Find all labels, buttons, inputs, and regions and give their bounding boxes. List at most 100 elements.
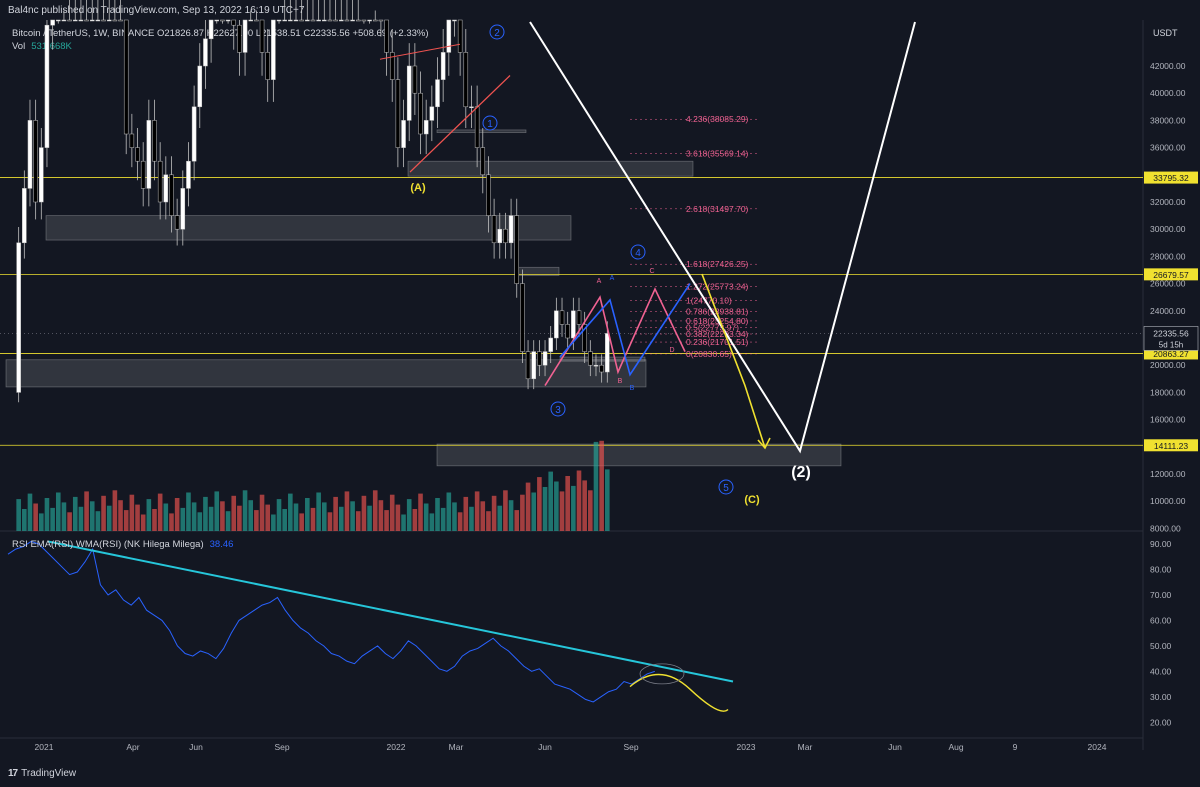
candle-body	[582, 324, 587, 352]
volume-bar	[350, 501, 355, 531]
price-tick-label: 24000.00	[1150, 306, 1186, 316]
candle-body	[242, 19, 248, 53]
candle-body	[435, 79, 440, 108]
pattern-point-label: B	[630, 385, 635, 392]
volume-bar	[33, 503, 38, 531]
arrow-head-icon	[757, 437, 771, 450]
volume-bar	[248, 500, 254, 531]
projection-line-yellow	[701, 273, 766, 449]
fib-level-label: 0.236(21701.51)	[686, 337, 749, 347]
last-price-label: 22335.56	[1153, 328, 1189, 338]
tradingview-footer[interactable]: 17 TradingView	[8, 768, 76, 779]
volume-bar	[259, 494, 265, 531]
volume-bar	[146, 499, 152, 531]
candle-body	[101, 19, 106, 22]
volume-bar	[140, 514, 146, 531]
tradingview-logo-icon: 17	[8, 768, 18, 779]
harmonic-pattern	[559, 283, 691, 377]
volume-bar	[299, 513, 304, 531]
volume-bar	[361, 495, 367, 531]
time-tick-label: 9	[1013, 742, 1018, 752]
fib-level-label: 3.618(35569.14)	[686, 148, 749, 158]
volume-bar	[322, 502, 327, 531]
volume-bar	[152, 509, 157, 531]
volume-bar	[242, 490, 248, 531]
volume-bar	[316, 492, 321, 531]
pattern-point-label: A	[610, 275, 615, 282]
volume-bar	[401, 514, 406, 531]
candle-body	[322, 19, 327, 22]
volume-bar	[27, 493, 33, 531]
pattern-point-label: C	[649, 268, 654, 275]
candle-body	[208, 19, 214, 40]
volume-bar	[338, 506, 344, 531]
volume-legend[interactable]: Vol 531.668K	[12, 41, 72, 52]
wave-label: (A)	[410, 182, 426, 194]
candle-body	[389, 52, 395, 80]
rsi-tick-label: 30.00	[1150, 692, 1172, 702]
candle-body	[356, 19, 361, 22]
time-tick-label: Mar	[798, 742, 813, 752]
candle-body	[237, 24, 242, 53]
candle-body	[480, 147, 486, 176]
volume-bar	[16, 499, 21, 531]
candle-body	[146, 120, 152, 189]
candle-body	[593, 364, 599, 367]
candle-body	[180, 188, 186, 230]
rsi-trendline	[47, 540, 734, 683]
price-tick-label: 30000.00	[1150, 224, 1186, 234]
volume-bar	[554, 481, 559, 531]
candle-body	[67, 19, 72, 22]
rsi-legend[interactable]: RSI EMA(RSI) WMA(RSI) (NK Hilega Milega)…	[12, 539, 233, 550]
candle-body	[310, 19, 316, 22]
candle-body	[531, 351, 536, 380]
volume-bar	[89, 501, 95, 531]
price-tick-label: 36000.00	[1150, 143, 1186, 153]
candle-body	[554, 310, 559, 339]
time-tick-label: Jun	[888, 742, 902, 752]
price-label-bg	[1144, 268, 1198, 281]
volume-bar	[446, 492, 452, 531]
candle-body	[440, 52, 446, 80]
candle-body	[22, 188, 27, 244]
candle-body	[497, 228, 503, 244]
volume-bar	[135, 504, 140, 531]
candle-body	[78, 19, 84, 22]
candle-body	[123, 19, 129, 135]
volume-bar	[225, 511, 231, 531]
volume-bar	[271, 514, 276, 531]
candle-body	[401, 120, 406, 148]
volume-bar	[531, 492, 537, 531]
rsi-tick-label: 40.00	[1150, 666, 1172, 676]
volume-bar	[582, 480, 587, 531]
volume-bar	[55, 492, 61, 531]
harmonic-pattern	[544, 287, 686, 387]
wave-circle-icon	[489, 24, 505, 40]
candle-body	[542, 351, 548, 366]
volume-bar	[355, 511, 361, 531]
trend-line-red	[409, 75, 511, 173]
trend-line-red	[379, 43, 461, 60]
volume-bar	[599, 440, 604, 531]
volume-bar	[474, 491, 480, 531]
volume-bar	[231, 495, 237, 531]
volume-bar	[503, 490, 508, 531]
candle-body	[327, 19, 333, 22]
volume-bar	[605, 469, 610, 531]
candle-body	[418, 92, 423, 135]
volume-bar	[61, 502, 67, 531]
candle-body	[16, 242, 21, 393]
rsi-projection	[629, 673, 729, 712]
volume-bar	[508, 500, 514, 531]
price-tick-label: 38000.00	[1150, 115, 1186, 125]
candle-body	[316, 19, 321, 22]
time-tick-label: 2024	[1088, 742, 1107, 752]
zone-box	[407, 160, 694, 177]
price-label-bg	[1144, 171, 1198, 184]
volume-bar	[191, 502, 197, 531]
candle-body	[89, 19, 95, 22]
volume-bar	[588, 490, 593, 531]
volume-bar	[22, 509, 27, 531]
symbol-legend[interactable]: Bitcoin / TetherUS, 1W, BINANCE O21826.8…	[12, 28, 429, 39]
